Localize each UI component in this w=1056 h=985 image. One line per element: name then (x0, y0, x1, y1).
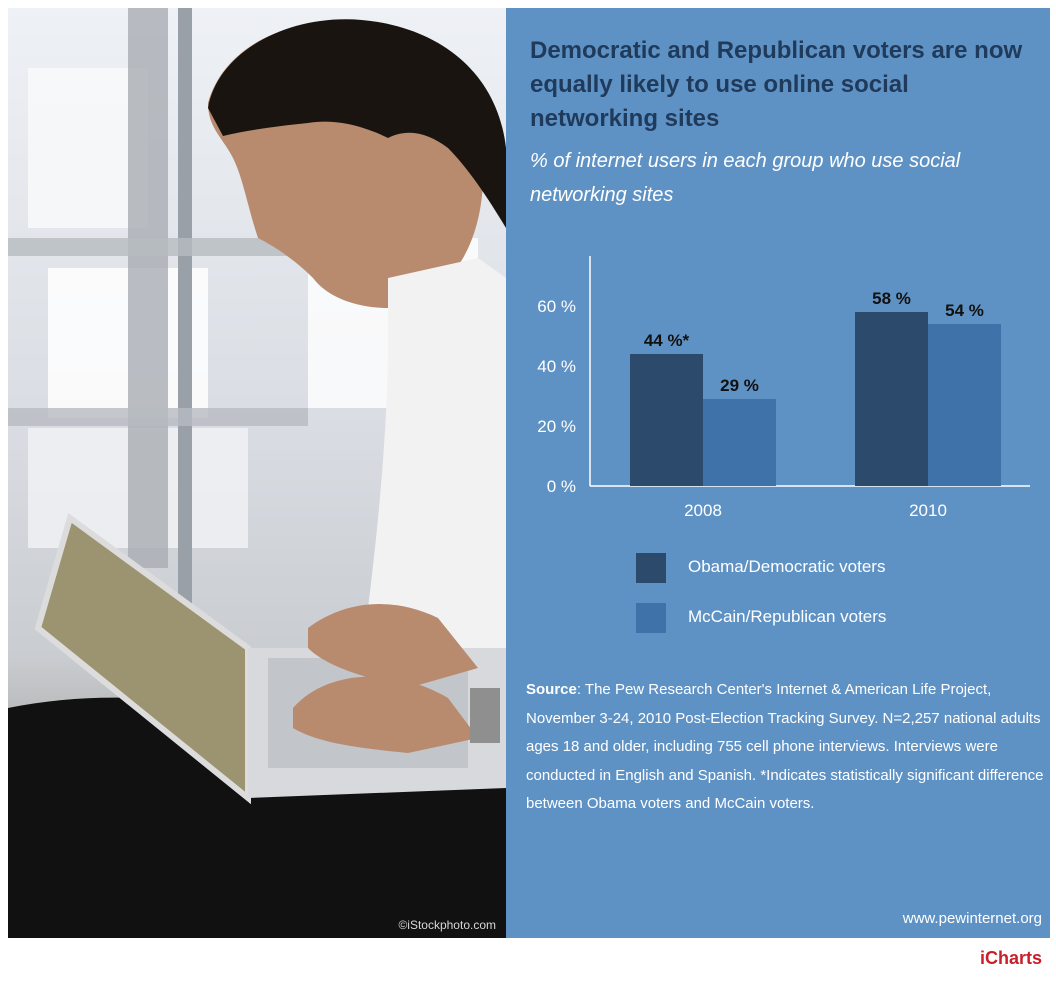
y-tick-label: 0 % (547, 477, 576, 496)
bar (703, 399, 776, 486)
bar-data-label: 44 %* (644, 331, 690, 350)
bar (630, 354, 703, 486)
y-tick-label: 60 % (537, 297, 576, 316)
bar-data-label: 29 % (720, 376, 759, 395)
photo-man-with-laptop: ©iStockphoto.com (8, 8, 506, 938)
bar (928, 324, 1001, 486)
legend-swatch-obama (636, 553, 666, 583)
bar-data-label: 58 % (872, 289, 911, 308)
photo-credit: ©iStockphoto.com (398, 918, 496, 932)
source-text: : The Pew Research Center's Internet & A… (526, 681, 1044, 812)
chart-panel: Democratic and Republican voters are now… (506, 8, 1050, 938)
bar-chart: 0 % 20 % 40 % 60 % 44 %* 29 % 2008 58 % 54 % 2010 (537, 256, 1030, 520)
legend-item-obama: Obama/Democratic voters (636, 553, 1036, 603)
legend-label-mccain: McCain/Republican voters (688, 607, 887, 626)
y-tick-label: 20 % (537, 417, 576, 436)
chart-subtitle: % of internet users in each group who us… (530, 150, 961, 206)
bar-data-label: 54 % (945, 301, 984, 320)
legend-label-obama: Obama/Democratic voters (688, 557, 886, 576)
icharts-logo: iCharts (979, 948, 1042, 968)
x-tick-label: 2008 (684, 501, 722, 520)
chart-legend: Obama/Democratic voters McCain/Republica… (636, 553, 1036, 653)
y-tick-label: 40 % (537, 357, 576, 376)
source-note: Source: The Pew Research Center's Intern… (526, 676, 1046, 819)
legend-item-mccain: McCain/Republican voters (636, 603, 1036, 653)
x-tick-label: 2010 (909, 501, 947, 520)
source-label: Source (526, 681, 577, 698)
website-url: www.pewinternet.org (902, 910, 1042, 927)
photo-illustration (8, 8, 506, 938)
bar (855, 312, 928, 486)
legend-swatch-mccain (636, 603, 666, 633)
chart-title: Democratic and Republican voters are now… (530, 37, 1023, 132)
